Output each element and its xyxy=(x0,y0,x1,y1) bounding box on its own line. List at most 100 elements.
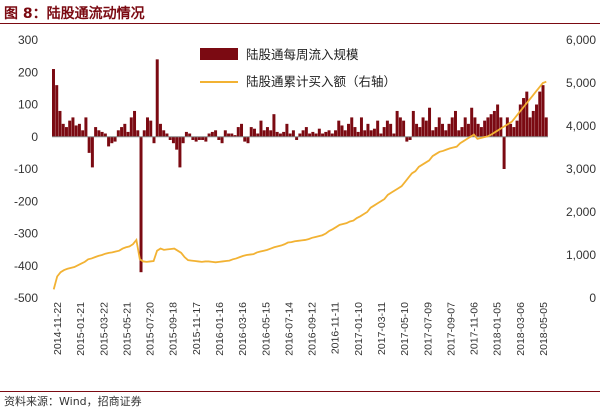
bar xyxy=(337,120,341,137)
bar xyxy=(405,136,409,142)
bar xyxy=(262,130,266,137)
figure-title: 图 8：陆股通流动情况 xyxy=(4,6,145,22)
bar xyxy=(158,123,162,137)
bar xyxy=(133,110,137,137)
bar xyxy=(275,131,279,137)
bar xyxy=(120,127,124,137)
legend-bar-swatch xyxy=(200,48,238,60)
bar xyxy=(437,117,441,137)
bar xyxy=(162,130,166,137)
bar xyxy=(447,123,451,137)
bar xyxy=(304,127,308,137)
bar xyxy=(385,120,389,137)
bar xyxy=(492,110,496,137)
bar xyxy=(372,128,376,137)
bar xyxy=(55,85,59,137)
bar xyxy=(110,136,114,144)
bar xyxy=(142,130,146,137)
x-tick-label: 2015-09-18 xyxy=(168,302,180,356)
bar xyxy=(460,127,464,137)
bar xyxy=(421,117,425,137)
x-tick-label: 2016-05-15 xyxy=(260,302,272,356)
bar xyxy=(188,133,192,137)
bar xyxy=(90,136,94,168)
bar xyxy=(450,117,454,137)
bar xyxy=(347,123,350,137)
chart: 300 200 100 0 -100 -200 -300 -400 -500 6,000 5,00… xyxy=(14,33,596,356)
bar xyxy=(408,136,412,140)
bar xyxy=(184,131,188,137)
bar xyxy=(535,104,539,137)
bar xyxy=(210,131,214,137)
bar xyxy=(233,135,237,137)
bar xyxy=(457,130,461,137)
bar xyxy=(379,133,383,137)
bar xyxy=(330,133,334,137)
x-axis: 2014-11-22 2015-01-21 2015-03-22 2015-05-21… xyxy=(52,302,550,356)
bar xyxy=(463,117,467,137)
bar xyxy=(214,130,218,137)
bar xyxy=(366,123,370,137)
left-axis: 300 200 100 0 -100 -200 -300 -400 -500 xyxy=(14,33,38,305)
right-tick-label: 5,000 xyxy=(566,76,596,90)
bar xyxy=(402,120,406,137)
bar xyxy=(522,98,526,137)
bar xyxy=(94,127,98,137)
bar xyxy=(272,114,276,137)
bar xyxy=(84,117,88,137)
bar xyxy=(146,117,149,137)
bar xyxy=(359,117,363,137)
bar xyxy=(103,133,107,137)
bar xyxy=(376,120,380,137)
bar xyxy=(64,127,68,137)
bar xyxy=(168,136,172,140)
cumulative-line xyxy=(52,80,547,290)
bar xyxy=(149,120,153,137)
bar xyxy=(418,127,422,137)
bar xyxy=(314,133,318,137)
x-tick-label: 2015-03-22 xyxy=(98,302,110,356)
bar xyxy=(483,120,487,137)
legend: 陆股通每周流入规模 陆股通累计买入额（右轴） xyxy=(200,47,396,89)
right-tick-label: 6,000 xyxy=(566,33,596,47)
x-tick-label: 2017-07-09 xyxy=(422,302,434,356)
bar xyxy=(285,123,289,137)
bar xyxy=(499,117,503,137)
left-tick-label: -200 xyxy=(14,194,38,208)
bar xyxy=(191,136,195,140)
bar xyxy=(155,59,159,137)
bar xyxy=(398,117,402,137)
x-tick-label: 2014-11-22 xyxy=(52,302,64,355)
left-tick-label: -400 xyxy=(14,259,38,273)
bar xyxy=(473,117,477,137)
bar xyxy=(369,130,373,137)
left-tick-label: 300 xyxy=(18,33,38,47)
bar xyxy=(470,107,474,137)
footer-rule xyxy=(0,391,600,392)
bar xyxy=(256,133,260,137)
bar xyxy=(356,131,360,137)
bar xyxy=(116,130,120,137)
bar xyxy=(249,127,253,137)
bar xyxy=(81,130,85,137)
bar xyxy=(512,127,516,137)
x-tick-label: 2015-11-17 xyxy=(191,302,203,355)
bar xyxy=(204,136,208,142)
bar xyxy=(428,107,432,137)
bar xyxy=(434,127,438,137)
bar xyxy=(269,130,273,137)
bar xyxy=(505,117,509,137)
bar xyxy=(207,133,211,137)
bar xyxy=(525,91,529,137)
bar xyxy=(223,130,227,137)
legend-bar-label: 陆股通每周流入规模 xyxy=(246,47,359,62)
bar xyxy=(441,123,444,137)
bar xyxy=(541,85,545,137)
bar xyxy=(197,136,201,140)
bar xyxy=(252,128,256,137)
bar xyxy=(395,110,399,137)
x-tick-label: 2015-05-21 xyxy=(121,302,133,356)
bar xyxy=(97,130,101,137)
x-tick-label: 2015-07-20 xyxy=(145,302,157,356)
bar xyxy=(74,125,78,137)
